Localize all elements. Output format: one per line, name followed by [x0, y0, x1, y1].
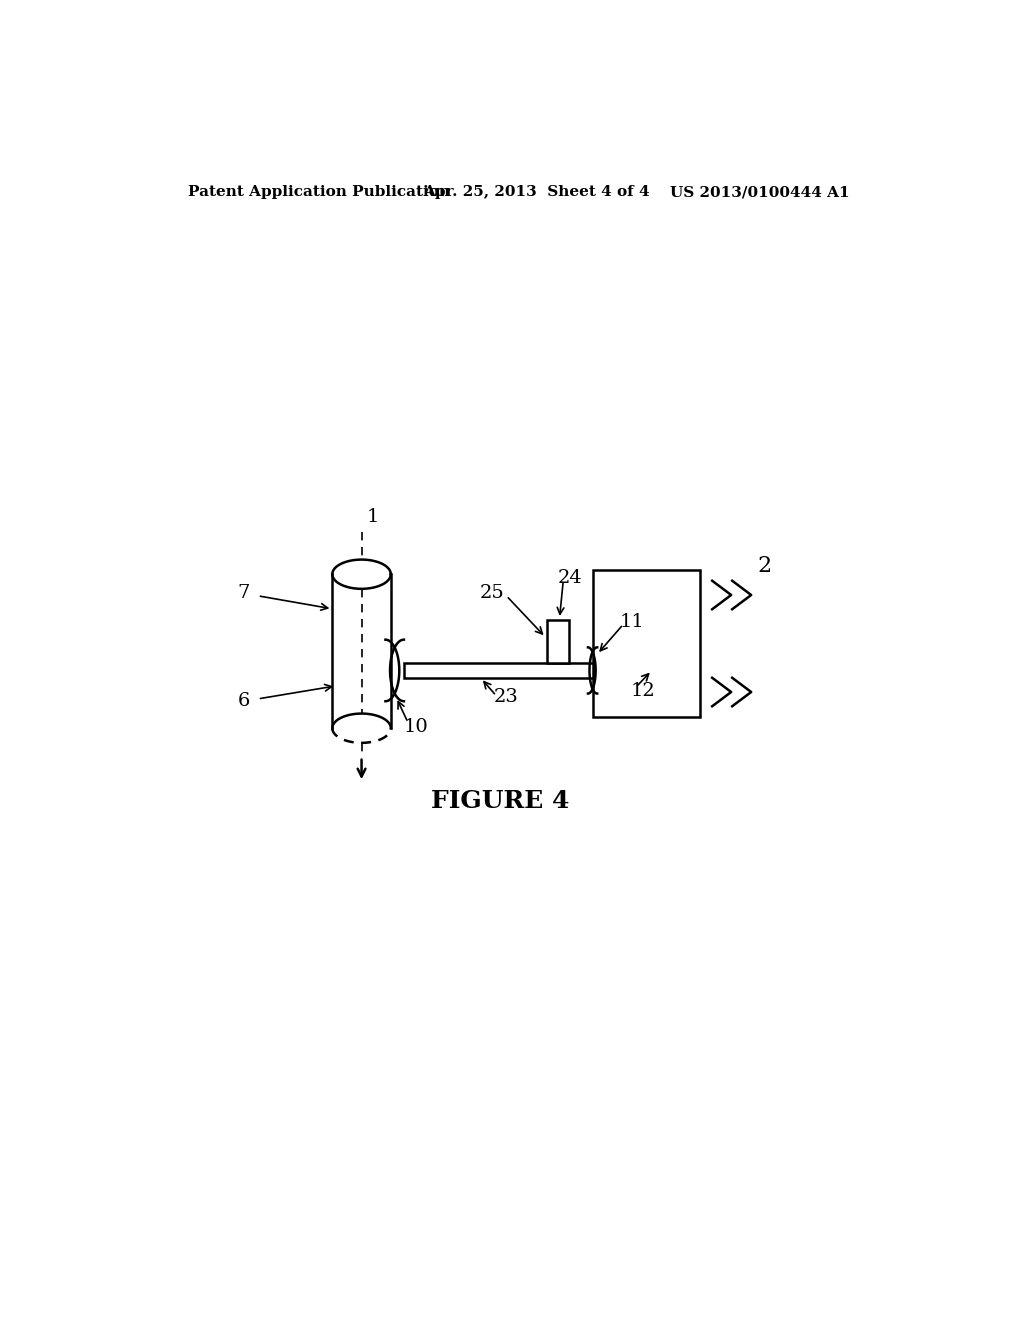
- Bar: [547, 620, 568, 663]
- Text: Patent Application Publication: Patent Application Publication: [188, 185, 451, 199]
- Text: US 2013/0100444 A1: US 2013/0100444 A1: [670, 185, 849, 199]
- Text: 2: 2: [758, 554, 771, 577]
- Text: 25: 25: [479, 585, 504, 602]
- Text: FIGURE 4: FIGURE 4: [431, 789, 569, 813]
- Text: 6: 6: [238, 692, 250, 710]
- Bar: [593, 570, 700, 717]
- Text: Apr. 25, 2013  Sheet 4 of 4: Apr. 25, 2013 Sheet 4 of 4: [423, 185, 650, 199]
- Text: 11: 11: [620, 612, 644, 631]
- Text: 12: 12: [631, 682, 655, 700]
- Bar: [403, 663, 593, 678]
- Text: 23: 23: [494, 689, 519, 706]
- Text: 24: 24: [558, 569, 583, 587]
- Text: 7: 7: [238, 585, 250, 602]
- Text: 10: 10: [403, 718, 429, 735]
- Text: 1: 1: [367, 508, 379, 525]
